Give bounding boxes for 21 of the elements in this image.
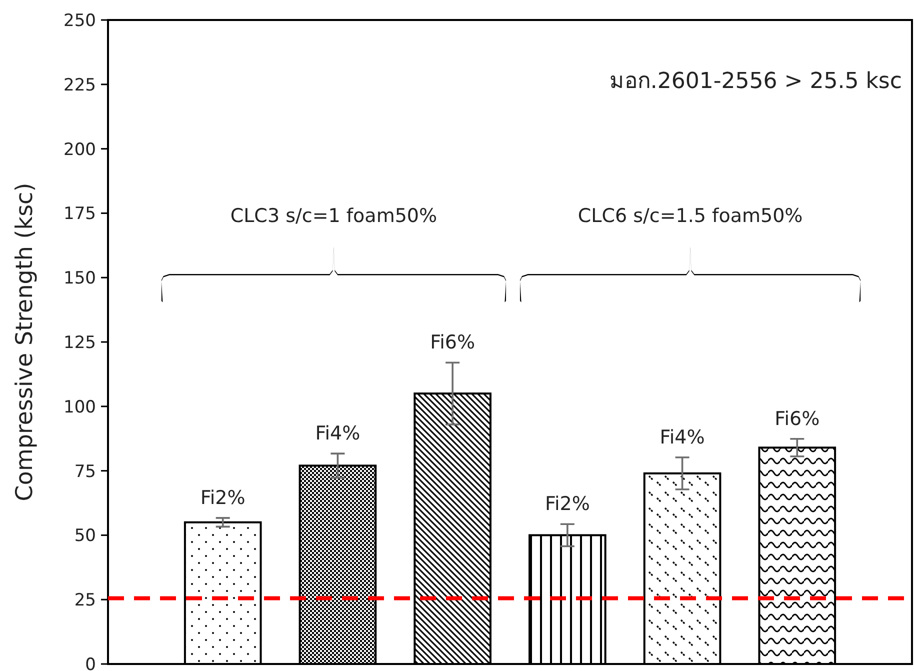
- annotation: CLC3 s/c=1 foam50%: [230, 205, 438, 227]
- x-tick-label: Fi4%: [660, 426, 705, 448]
- y-tick-label: 250: [64, 11, 96, 31]
- x-tick-label: Fi6%: [774, 408, 820, 430]
- annotation: มอก.2601-2556 > 25.5 ksc: [609, 69, 902, 94]
- y-tick-label: 125: [64, 333, 96, 353]
- x-tick-label: Fi2%: [200, 486, 246, 509]
- annotation: CLC6 s/c=1.5 foam50%: [578, 205, 803, 227]
- x-tick-label: Fi4%: [315, 422, 360, 445]
- y-tick-label: 0: [85, 655, 96, 671]
- y-tick-label: 150: [64, 268, 96, 289]
- y-tick-label: 75: [74, 462, 96, 482]
- x-tick-label: Fi6%: [430, 332, 476, 354]
- y-tick-label: 100: [64, 397, 96, 418]
- y-axis-title: Compressive Strength (ksc): [12, 182, 38, 502]
- y-tick-label: 200: [64, 140, 96, 160]
- x-tick-label: Fi2%: [544, 493, 590, 516]
- y-tick-label: 175: [64, 204, 96, 224]
- y-tick-label: 25: [74, 590, 96, 611]
- y-tick-label: 225: [64, 75, 96, 96]
- y-tick-label: 50: [74, 526, 96, 546]
